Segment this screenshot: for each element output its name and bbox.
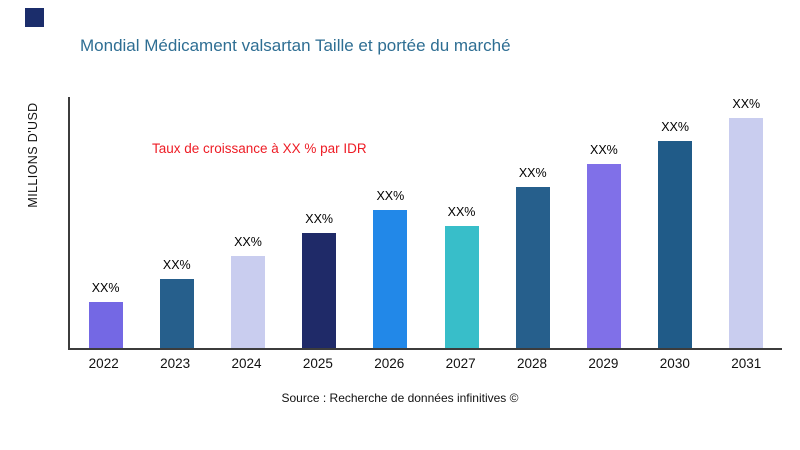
bar-value-label: XX% [732,97,761,111]
source-text: Source : Recherche de données infinitive… [281,391,519,405]
growth-rate-annotation: Taux de croissance à XX % par IDR [152,141,367,156]
bar-value-label: XX% [162,258,191,272]
bar [586,164,621,348]
bar [302,233,337,348]
bar-value-label: XX% [661,120,689,134]
bar-value-label: XX% [447,205,476,219]
x-axis-tick-label: 2024 [231,356,262,371]
y-axis-label: MILLIONS D'USD [26,102,40,208]
x-axis-tick-labels: 2022 2023 2024 2025 2026 2027 2028 2029 2030 2031 [68,356,782,371]
bar-cell: XX% [711,97,782,348]
bar [729,118,764,348]
bar-cell: XX% [70,281,141,348]
bar-cell: XX% [568,143,639,348]
x-axis-tick-label: 2030 [659,356,690,371]
bar-cell: XX% [640,120,711,348]
chart-title: Mondial Médicament valsartan Taille et p… [80,36,511,55]
bar [373,210,408,348]
bar [159,279,194,348]
bar-cell: XX% [355,189,426,348]
bar-cell: XX% [426,205,497,348]
bar-value-label: XX% [91,281,120,295]
bar-series: XX% XX% XX% XX% XX% XX% XX% XX% XX% XX% [70,97,782,348]
bar-value-label: XX% [590,143,618,157]
bar-cell: XX% [284,212,355,348]
bar [515,187,550,348]
bar-cell: XX% [212,235,283,348]
x-axis-tick-label: 2028 [517,356,548,371]
x-axis-tick-label: 2027 [445,356,476,371]
x-axis-tick-label: 2023 [160,356,191,371]
x-axis-tick-label: 2026 [374,356,405,371]
x-axis-tick-label: 2029 [588,356,619,371]
bar-value-label: XX% [305,212,334,226]
bar-value-label: XX% [518,166,547,180]
plot-area: Taux de croissance à XX % par IDR XX% XX%… [68,97,782,350]
bar-cell: XX% [141,258,212,348]
x-axis-tick-label: 2022 [88,356,119,371]
brand-logo-square [25,8,44,27]
x-axis-tick-label: 2025 [302,356,333,371]
bar [444,226,479,348]
bar [88,302,123,348]
bar [230,256,265,348]
bar-value-label: XX% [376,189,405,203]
bar [658,141,693,348]
bar-value-label: XX% [234,235,262,249]
x-axis-tick-label: 2031 [731,356,762,371]
bar-cell: XX% [497,166,568,348]
